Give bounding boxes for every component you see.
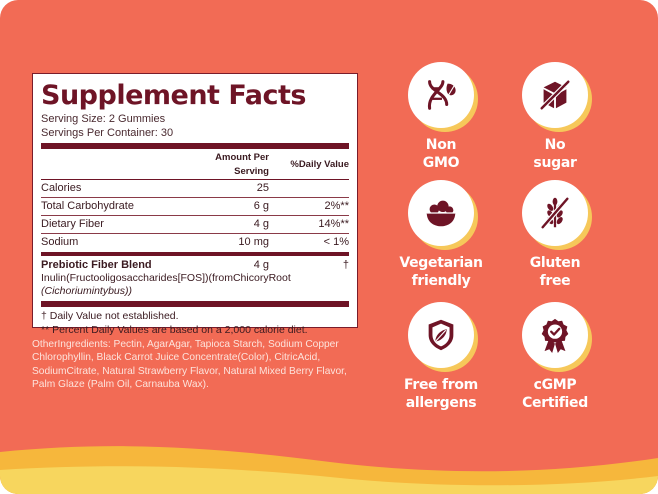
badge-label-line1: Gluten [529,255,581,271]
column-amount: Amount Per Serving [215,152,269,177]
badge-label-line2: friendly [411,273,471,289]
blend-amount: 4 g [253,259,269,271]
divider-thick-bottom [41,301,349,307]
certified-seal-icon [541,318,569,354]
blend-name: Prebiotic Fiber Blend [41,259,152,271]
badge-label-line2: allergens [405,395,477,411]
other-ingredients: OtherIngredients: Pectin, AgarAgar, Tapi… [32,339,347,391]
inulin-line: Inulin(Fructooligosaccharides[FOS])(from… [41,272,291,284]
blend-row: Prebiotic Fiber Blend 4 g † [41,258,349,272]
table-row: Total Carbohydrate 6 g 2%** [41,198,349,216]
badge-no-sugar: No sugar [505,62,605,172]
badge-vegetarian: Vegetarian friendly [391,180,491,290]
badge-label-line1: cGMP [533,377,577,393]
allergen-shield-icon [428,319,454,351]
badge-circle [522,62,588,128]
table-row: Sodium 10 mg < 1% [41,234,349,251]
nutrient-amount: 6 g [253,200,269,212]
badge-label-line1: Free from [404,377,478,393]
nutrient-dv: 14%** [318,218,349,230]
dna-leaf-icon [428,80,456,110]
badge-label-line1: Vegetarian [399,255,483,271]
nutrient-name: Dietary Fiber [41,218,104,230]
divider-thick [41,143,349,149]
facts-title: Supplement Facts [41,80,306,111]
nutrient-amount: 4 g [253,218,269,230]
badge-circle [408,302,474,368]
nutrient-dv: 2%** [324,200,349,212]
footnote-daily-value: ** Percent Daily Values are based on a 2… [41,324,308,336]
badge-label-line2: GMO [422,155,460,171]
inulin-botanical: (Cichoriumintybus)) [41,285,133,297]
badge-non-gmo: Non GMO [391,62,491,172]
badge-gluten-free: Gluten free [505,180,605,290]
badge-cgmp: cGMP Certified [505,302,605,412]
no-sugar-cube-icon [540,80,570,110]
table-row: Calories 25 [41,180,349,198]
footnote-dagger: † Daily Value not established. [41,310,179,322]
salad-bowl-icon [426,200,456,227]
badge-label-line2: sugar [533,155,577,171]
divider-mid [41,252,349,256]
serving-size: Serving Size: 2 Gummies [41,113,166,125]
badge-label-line2: Certified [522,395,588,411]
nutrient-dv: < 1% [323,236,349,248]
supplement-facts-panel: Supplement Facts Serving Size: 2 Gummies… [32,73,358,336]
column-daily-value: %Daily Value [290,159,349,170]
nutrient-amount: 25 [256,182,269,194]
no-wheat-icon [540,197,570,229]
table-header: Amount Per Serving %Daily Value [41,151,349,180]
nutrient-name: Sodium [41,236,79,248]
blend-dv: † [342,259,349,271]
table-row: Dietary Fiber 4 g 14%** [41,216,349,234]
badge-allergen-free: Free from allergens [391,302,491,412]
badge-label-line1: Non [425,137,457,153]
servings-per-container: Servings Per Container: 30 [41,127,174,139]
badge-circle [522,302,588,368]
badge-label-line1: No [544,137,566,153]
badge-circle [522,180,588,246]
badge-label-line2: free [539,273,571,289]
nutrient-amount: 10 mg [238,236,269,248]
badge-circle [408,62,474,128]
nutrient-name: Total Carbohydrate [41,200,134,212]
nutrient-name: Calories [41,182,82,194]
badge-circle [408,180,474,246]
